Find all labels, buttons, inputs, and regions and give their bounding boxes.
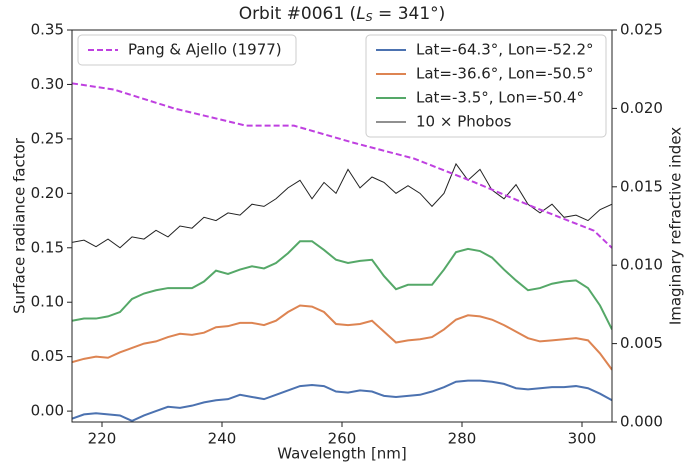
y-axis-label: Surface radiance factor — [11, 137, 29, 314]
y2-axis-label: Imaginary refractive index — [667, 127, 685, 325]
series-line — [72, 82, 612, 249]
legend-label: Pang & Ajello (1977) — [128, 41, 282, 59]
series-line — [72, 240, 612, 330]
y2-tick-label: 0.020 — [620, 99, 663, 117]
x-tick-label: 220 — [88, 430, 117, 448]
y-tick-label: 0.35 — [31, 21, 64, 39]
title-text: = 341°) — [373, 4, 446, 24]
y-tick-label: 0.15 — [31, 238, 64, 256]
y-tick-label: 0.05 — [31, 347, 64, 365]
y2-tick-label: 0.010 — [620, 256, 663, 274]
y2-tick-label: 0.005 — [620, 334, 663, 352]
legend-box — [77, 34, 297, 66]
x-tick-label: 260 — [328, 430, 357, 448]
x-axis-label: Wavelength [nm] — [277, 445, 407, 463]
chart-title: Orbit #0061 (LS = 341°) — [239, 4, 446, 24]
y2-tick-label: 0.025 — [620, 21, 663, 39]
series-line — [72, 162, 612, 249]
x-tick-label: 300 — [568, 430, 597, 448]
legend-box — [365, 34, 607, 138]
series-line — [72, 379, 612, 422]
y-tick-label: 0.25 — [31, 129, 64, 147]
y2-tick-label: 0.015 — [620, 177, 663, 195]
title-text: L — [356, 4, 365, 24]
y-tick-label: 0.00 — [31, 402, 64, 420]
series-line — [72, 304, 612, 371]
title-text: S — [366, 11, 373, 24]
x-tick-label: 280 — [448, 430, 477, 448]
legend-label: 10 × Phobos — [416, 113, 512, 131]
y-tick-label: 0.10 — [31, 293, 64, 311]
plot-frame — [71, 29, 613, 423]
legend-label: Lat=-3.5°, Lon=-50.4° — [416, 89, 584, 107]
x-tick-label: 240 — [208, 430, 237, 448]
y2-tick-label: 0.000 — [620, 413, 663, 431]
y-tick-label: 0.20 — [31, 184, 64, 202]
legend-label: Lat=-36.6°, Lon=-50.5° — [416, 65, 594, 83]
y-tick-label: 0.30 — [31, 75, 64, 93]
legend-label: Lat=-64.3°, Lon=-52.2° — [416, 41, 594, 59]
title-text: Orbit #0061 ( — [239, 4, 357, 24]
